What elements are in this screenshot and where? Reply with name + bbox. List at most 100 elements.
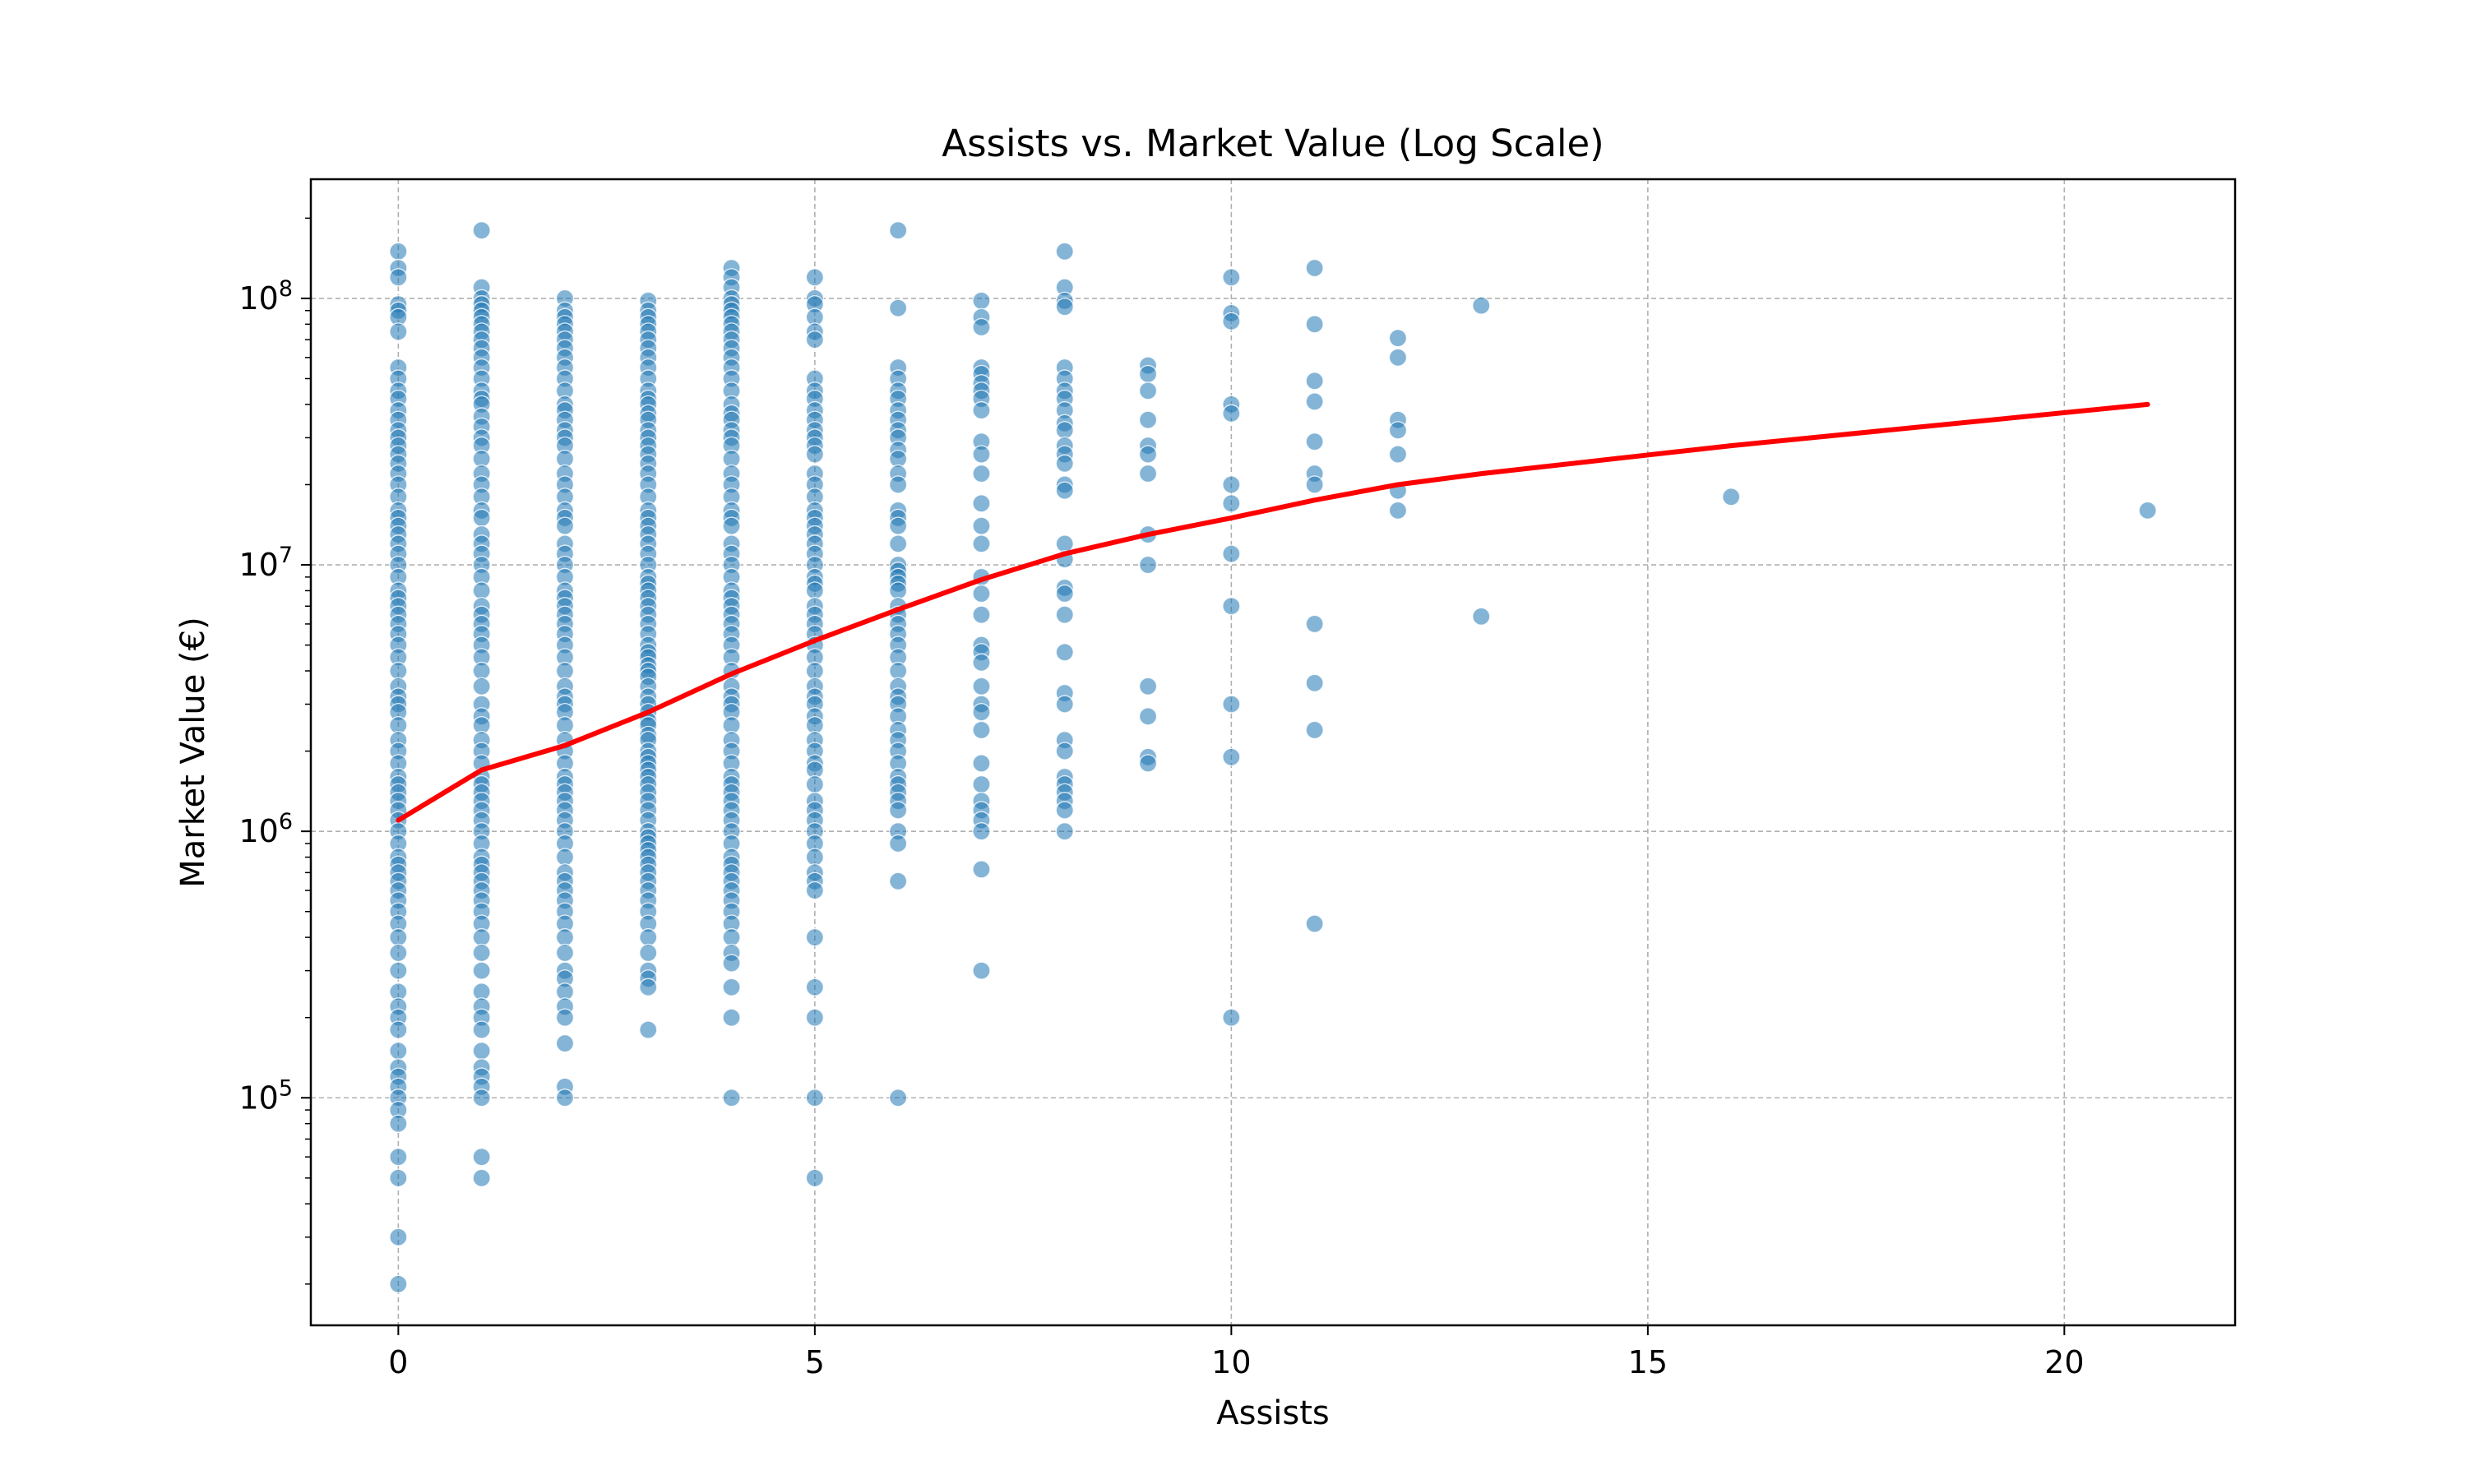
scatter-point (1305, 258, 1324, 278)
scatter-point (472, 1020, 491, 1039)
x-tick-label: 5 (805, 1344, 825, 1380)
scatter-point (555, 661, 575, 681)
scatter-point (555, 1033, 575, 1053)
scatter-point (888, 516, 908, 535)
scatter-point (555, 848, 575, 867)
scatter-point (888, 220, 908, 240)
scatter-point (555, 516, 575, 535)
scatter-point (1055, 695, 1074, 714)
scatter-point (805, 978, 825, 996)
scatter-point (1138, 464, 1158, 483)
scatter-point (972, 653, 991, 673)
scatter-point (972, 774, 991, 794)
scatter-point (722, 927, 741, 947)
scatter-point (1138, 555, 1158, 575)
scatter-point (1222, 312, 1241, 331)
scatter-point (1222, 544, 1241, 563)
scatter-point (888, 581, 908, 600)
scatter-point (972, 584, 991, 603)
scatter-point (972, 516, 991, 535)
scatter-point (1222, 268, 1241, 287)
scatter-point (1388, 445, 1408, 464)
scatter-point (972, 400, 991, 420)
scatter-point (972, 605, 991, 624)
scatter-point (1305, 432, 1324, 451)
scatter-point (805, 848, 825, 867)
scatter-point (972, 534, 991, 553)
trend-line-layer (396, 401, 2150, 823)
y-tick-label: 107 (238, 543, 293, 583)
scatter-point (805, 330, 825, 349)
scatter-point (888, 475, 908, 494)
scatter-point (805, 581, 825, 600)
scatter-point (472, 961, 491, 980)
scatter-point (1305, 392, 1324, 411)
scatter-point (805, 881, 825, 900)
scatter-point (1138, 754, 1158, 773)
scatter-point (1055, 454, 1074, 474)
scatter-point (972, 720, 991, 740)
scatter-point (472, 508, 491, 528)
scatter-point (389, 927, 408, 947)
scatter-point (1222, 747, 1241, 766)
scatter-point (888, 871, 908, 890)
scatter-point (2138, 501, 2157, 520)
x-tick-label: 0 (388, 1344, 408, 1380)
scatter-point (555, 1008, 575, 1027)
scatter-point (472, 677, 491, 696)
scatter-point (1305, 720, 1324, 740)
scatter-point (1055, 421, 1074, 440)
x-tick-label: 20 (2044, 1344, 2084, 1380)
scatter-point (555, 1089, 575, 1107)
scatter-point (1138, 410, 1158, 429)
scatter-point (639, 927, 658, 947)
scatter-point (1222, 1008, 1241, 1027)
scatter-point (472, 1168, 491, 1188)
scatter-point (888, 298, 908, 317)
scatter-point (1055, 481, 1074, 500)
scatter-point (1055, 742, 1074, 760)
scatter-point (1472, 607, 1491, 626)
scatter-points (389, 220, 2157, 1293)
scatter-point (1472, 296, 1491, 315)
scatter-point (1138, 707, 1158, 726)
scatter-point (1055, 534, 1074, 553)
scatter-point (972, 703, 991, 722)
scatter-point (389, 268, 408, 287)
scatter-point (1305, 614, 1324, 634)
scatter-point (888, 534, 908, 553)
scatter-point (1305, 914, 1324, 933)
scatter-point (1055, 821, 1074, 841)
scatter-point (888, 834, 908, 853)
scatter-point (1055, 643, 1074, 662)
scatter-point (1055, 584, 1074, 603)
scatter-point (1388, 421, 1408, 440)
scatter-point (1138, 364, 1158, 384)
scatter-point (972, 961, 991, 980)
scatter-point (555, 943, 575, 963)
scatter-point (1055, 605, 1074, 624)
scatter-point (389, 1168, 408, 1188)
grid-layer (311, 179, 2235, 1325)
scatter-point (1138, 381, 1158, 400)
x-tick-label: 15 (1628, 1344, 1668, 1380)
x-tick-label: 10 (1211, 1344, 1251, 1380)
scatter-point (805, 1089, 825, 1107)
scatter-point (1305, 372, 1324, 391)
scatter-point (972, 754, 991, 773)
scatter-point (1222, 695, 1241, 714)
scatter-point (722, 954, 741, 973)
scatter-point (472, 1041, 491, 1061)
scatter-point (1222, 494, 1241, 513)
scatter-point (1388, 501, 1408, 520)
plot-frame (309, 178, 2237, 1327)
scatter-point (389, 1227, 408, 1246)
scatter-point (722, 1008, 741, 1027)
scatter-point (972, 821, 991, 841)
scatter-point (972, 677, 991, 696)
scatter-point (1138, 677, 1158, 696)
scatter-point (389, 1147, 408, 1167)
scatter-point (1305, 673, 1324, 693)
